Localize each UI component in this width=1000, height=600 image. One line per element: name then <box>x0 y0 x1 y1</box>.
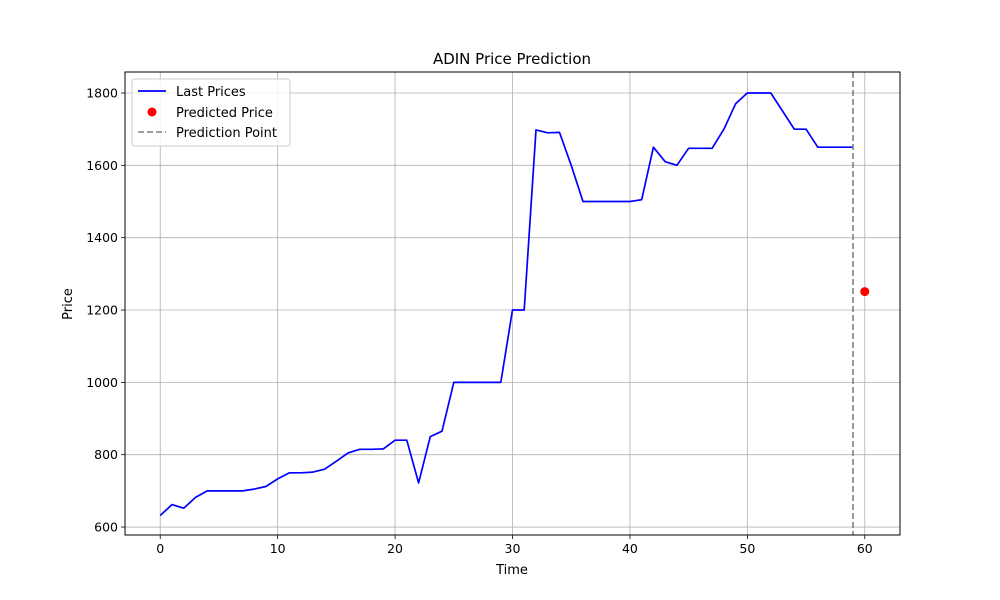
y-tick-label: 600 <box>94 520 118 535</box>
legend-label-last-prices: Last Prices <box>176 85 246 100</box>
x-tick-label: 10 <box>270 541 286 556</box>
y-tick-label: 1800 <box>86 85 118 100</box>
series-line-last-prices <box>159 92 853 517</box>
x-tick-label: 50 <box>739 541 755 556</box>
x-tick-label: 60 <box>857 541 873 556</box>
axis-ticks: 0 10 20 30 40 50 60 600 800 1000 1200 1400 1600 1800 <box>86 85 873 556</box>
legend-swatch-predicted-price <box>147 107 157 117</box>
legend-label-predicted-price: Predicted Price <box>176 106 273 121</box>
plot-area <box>159 72 870 535</box>
legend-label-prediction-point: Prediction Point <box>176 126 277 141</box>
y-tick-label: 1400 <box>86 230 118 245</box>
y-axis-label: Price <box>61 288 76 320</box>
legend-box <box>131 78 291 147</box>
y-tick-label: 1000 <box>86 375 118 390</box>
predicted-price-point <box>860 287 870 297</box>
y-tick-label: 800 <box>94 447 118 462</box>
x-tick-label: 0 <box>156 541 164 556</box>
y-tick-label: 1600 <box>86 158 118 173</box>
x-tick-label: 40 <box>622 541 638 556</box>
chart-title: ADIN Price Prediction <box>433 50 591 68</box>
x-tick-label: 30 <box>505 541 521 556</box>
y-tick-label: 1200 <box>86 303 118 318</box>
legend: Last Prices Predicted Price Prediction P… <box>131 78 291 147</box>
x-axis-label: Time <box>495 563 528 578</box>
x-tick-label: 20 <box>387 541 403 556</box>
